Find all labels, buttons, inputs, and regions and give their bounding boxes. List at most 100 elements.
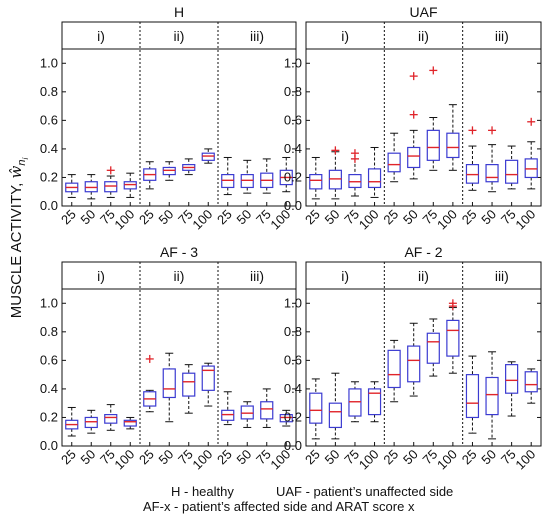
iqr-box	[279, 414, 293, 423]
group-label: ii)	[174, 28, 185, 44]
box-50	[240, 159, 254, 194]
x-tick-label: 25	[380, 447, 401, 468]
panel-title: AF - 2	[404, 244, 442, 260]
outlier-marker	[106, 166, 115, 175]
box-75	[104, 166, 118, 198]
x-tick-label: 50	[234, 207, 255, 228]
y-tick-label: 0.0	[40, 438, 58, 453]
iqr-box	[328, 169, 342, 190]
x-tick-label: 25	[136, 447, 157, 468]
y-tick-label: 0.4	[40, 381, 58, 396]
y-tick-label: 0.6	[284, 112, 302, 127]
outlier-marker	[350, 149, 359, 158]
box-75	[348, 149, 362, 197]
y-axis-label: MUSCLE ACTIVITY, ŵni	[7, 158, 30, 319]
panel-h: Hi) ii) iii)0.00.20.40.60.81.0255075100255…	[40, 4, 297, 232]
group-label: iii)	[495, 28, 509, 44]
caption-affected: AF-x - patient’s affected side and ARAT …	[143, 499, 415, 514]
iqr-box	[407, 345, 421, 383]
box-50	[162, 352, 176, 423]
iqr-box	[426, 332, 440, 364]
y-tick-label: 0.4	[284, 141, 302, 156]
box-50	[485, 351, 499, 440]
y-tick-label: 0.8	[40, 84, 58, 99]
box-25	[387, 339, 401, 403]
x-tick-label: 50	[400, 207, 421, 228]
box-75	[505, 145, 519, 190]
box-25	[65, 406, 79, 437]
caption-healthy: H - healthy	[171, 484, 234, 499]
iqr-box	[221, 409, 235, 421]
iqr-box	[104, 414, 118, 424]
iqr-box	[407, 146, 421, 169]
iqr-box	[348, 388, 362, 417]
y-tick-label: 0.2	[40, 409, 58, 424]
box-75	[505, 361, 519, 417]
panel-frame	[61, 261, 297, 447]
outlier-marker	[331, 146, 340, 155]
x-tick-label: 100	[356, 207, 382, 233]
iqr-box	[123, 419, 137, 427]
group-label: i)	[97, 28, 105, 44]
iqr-box	[240, 174, 254, 189]
group-label: iii)	[250, 28, 264, 44]
iqr-box	[182, 372, 196, 397]
group-label: iii)	[250, 268, 264, 284]
box-100	[201, 148, 215, 164]
x-tick-label: 100	[111, 447, 137, 473]
box-100	[524, 117, 538, 190]
iqr-box	[162, 368, 176, 399]
box-100	[524, 368, 538, 404]
y-tick-label: 0.2	[284, 409, 302, 424]
box-25	[309, 378, 323, 440]
panel-title: UAF	[410, 4, 438, 20]
x-tick-label: 25	[58, 207, 79, 228]
x-tick-label: 50	[400, 447, 421, 468]
y-tick-label: 0.8	[284, 324, 302, 339]
box-100	[446, 299, 460, 374]
x-tick-label: 100	[356, 447, 382, 473]
panel-frame	[305, 21, 542, 207]
iqr-box	[84, 416, 98, 429]
x-tick-label: 100	[434, 447, 460, 473]
outlier-marker	[468, 126, 477, 135]
iqr-box	[367, 168, 382, 189]
iqr-box	[505, 159, 519, 184]
panel-title: AF - 3	[160, 244, 198, 260]
x-tick-label: 25	[214, 447, 235, 468]
y-tick-label: 0.6	[40, 352, 58, 367]
iqr-box	[201, 365, 215, 391]
box-50	[407, 72, 421, 180]
x-tick-label: 50	[78, 207, 99, 228]
box-100	[279, 409, 293, 427]
iqr-box	[367, 388, 382, 416]
iqr-box	[524, 158, 538, 179]
caption-unaffected: UAF - patient’s unaffected side	[276, 484, 454, 499]
box-25	[143, 161, 157, 190]
panel-af-3: AF - 3i) ii) iii)0.00.20.40.60.81.02550751…	[40, 244, 297, 473]
iqr-box	[387, 152, 401, 173]
iqr-box	[485, 376, 499, 416]
x-tick-label: 25	[214, 207, 235, 228]
box-100	[279, 156, 293, 193]
box-25	[221, 156, 235, 196]
x-tick-label: 100	[512, 447, 538, 473]
x-tick-label: 50	[478, 207, 499, 228]
x-tick-label: 25	[459, 447, 480, 468]
x-tick-label: 50	[78, 447, 99, 468]
box-75	[104, 404, 118, 431]
iqr-box	[260, 401, 274, 420]
outlier-marker	[527, 117, 536, 126]
iqr-box	[201, 152, 215, 161]
group-label: i)	[341, 28, 349, 44]
x-tick-label: 25	[302, 447, 323, 468]
box-75	[182, 158, 196, 176]
box-100	[367, 381, 382, 423]
x-tick-label: 50	[156, 207, 177, 228]
y-tick-label: 0.8	[284, 84, 302, 99]
y-tick-label: 1.0	[284, 55, 302, 70]
iqr-box	[465, 164, 480, 184]
iqr-box	[485, 164, 499, 183]
